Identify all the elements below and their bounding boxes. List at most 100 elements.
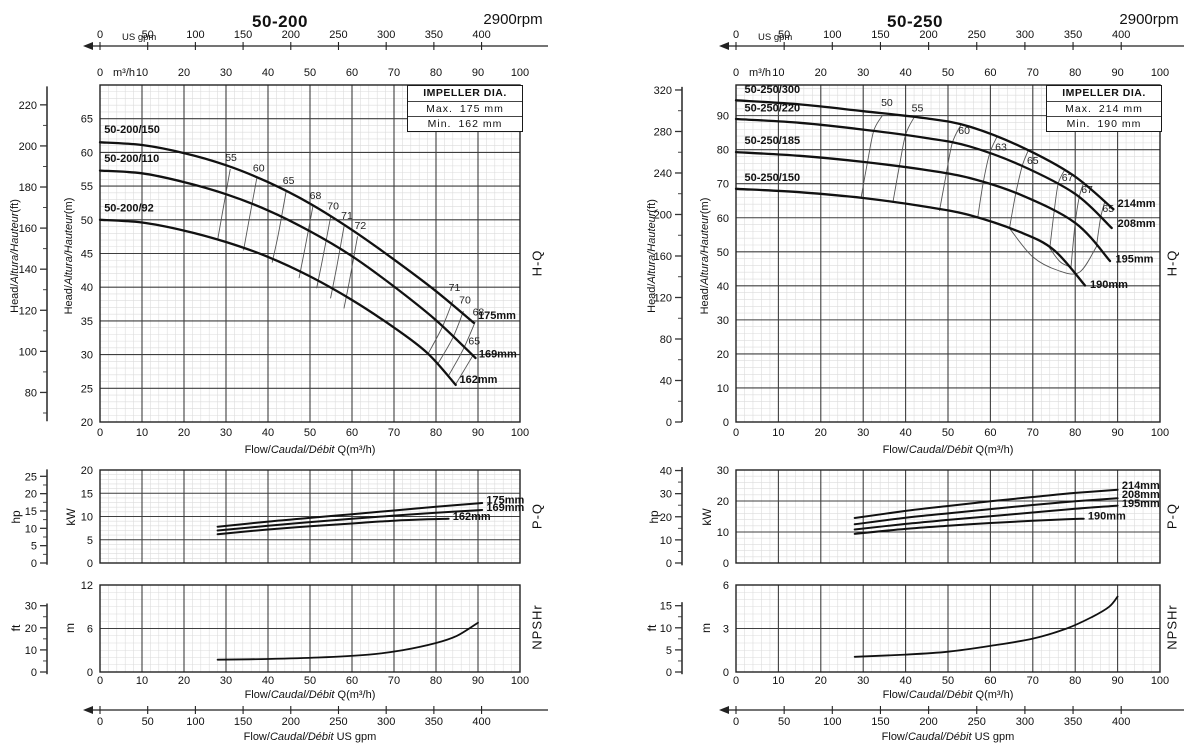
gpm-tick-label: 50	[778, 29, 790, 41]
flow-axis-label-m3h: Flow/Caudal/Débit Q(m³/h)	[882, 444, 1014, 456]
impeller-size-label: 169mm	[479, 348, 517, 360]
impeller-size-label: 162mm	[460, 374, 498, 386]
efficiency-line	[860, 115, 883, 199]
gpm-tick-label: 400	[472, 29, 490, 41]
impeller-size-label: 175mm	[486, 494, 524, 506]
y-tick-label: 20	[81, 465, 93, 477]
efficiency-line	[217, 168, 231, 241]
efficiency-line	[1049, 169, 1066, 249]
efficiency-line	[243, 178, 258, 251]
x-tick-label: 50	[304, 427, 316, 439]
side-label-npshr: NPSHr	[529, 604, 545, 650]
m3h-tick-label: 80	[1069, 67, 1081, 79]
impeller-size-label: 214mm	[1122, 480, 1160, 492]
m3h-tick-label: 30	[857, 67, 869, 79]
x-tick-label: 40	[262, 427, 274, 439]
ruler-tick-label: 5	[31, 541, 37, 553]
head-curve-name: 50-250/150	[744, 172, 800, 184]
gpm-tick-label: 400	[1112, 29, 1130, 41]
m3h-tick-label: 20	[178, 67, 190, 79]
y-tick-label: 6	[723, 580, 729, 592]
hq-ft-ruler: 0 40 80 120 160 200 240 280 320	[654, 85, 683, 429]
pq-hp-ruler: 0 10 20 30 40	[660, 466, 683, 570]
m3h-tick-label: 30	[220, 67, 232, 79]
kw-unit-label: kW	[700, 508, 714, 526]
efficiency-line	[448, 321, 476, 376]
ruler-tick-label: 20	[660, 512, 672, 524]
m3h-zero-label: 0	[97, 67, 103, 79]
x-tick-label: 40	[899, 675, 911, 687]
gpm-zero-label: 0	[97, 716, 103, 728]
x-tick-label: 80	[430, 675, 442, 687]
chart-50-250: 0 50 100 150 200 250 300 350 400 US gpm 0 m³/h 10 20 3…	[600, 0, 1200, 751]
head-curve-name: 50-250/300	[744, 84, 800, 96]
y-tick-label: 0	[723, 558, 729, 570]
m3h-tick-label: 60	[984, 67, 996, 79]
impeller-header: IMPELLER DIA.	[1047, 86, 1161, 102]
impeller-size-label: 195mm	[1115, 254, 1153, 266]
rpm-label: 2900rpm	[1119, 11, 1179, 28]
efficiency-line	[1009, 227, 1097, 275]
gpm-tick-label: 150	[871, 716, 889, 728]
flow-axis-label-gpm: Flow/Caudal/Débit US gpm	[881, 731, 1015, 743]
efficiency-label: 70	[459, 294, 471, 306]
head-curve-name: 50-250/185	[744, 135, 800, 147]
axis-arrow-icon	[719, 42, 729, 50]
m3h-tick-label: 100	[1151, 67, 1169, 79]
efficiency-label: 71	[449, 282, 461, 294]
ruler-tick-label: 25	[25, 471, 37, 483]
y-tick-label: 80	[717, 145, 729, 157]
y-tick-label: 65	[81, 114, 93, 126]
efficiency-line	[977, 136, 998, 219]
y-tick-label: 45	[81, 249, 93, 261]
npshr-curve	[216, 621, 479, 661]
power-curve	[853, 517, 1085, 535]
axis-arrow-icon	[83, 42, 93, 50]
m-unit-label: m	[699, 623, 713, 633]
y-tick-label: 35	[81, 316, 93, 328]
efficiency-line	[437, 311, 464, 364]
efficiency-label: 67	[1081, 184, 1093, 196]
x-tick-label: 50	[304, 675, 316, 687]
head-curve-name: 50-200/110	[104, 153, 159, 165]
impeller-max-row: Max. 214 mm	[1047, 102, 1161, 117]
gpm-tick-label: 100	[186, 29, 204, 41]
hp-unit-label: hp	[647, 510, 661, 524]
gpm-unit-label: US gpm	[122, 32, 156, 43]
gpm-tick-label: 400	[1112, 716, 1130, 728]
gpm-tick-label: 150	[871, 29, 889, 41]
hq-ft-ruler: 80 100 120 140 160 180 200 220	[19, 86, 48, 422]
efficiency-label: 55	[225, 152, 237, 164]
gpm-tick-label: 350	[425, 29, 443, 41]
gpm-tick-label: 50	[142, 716, 154, 728]
ruler-tick-label: 30	[25, 601, 37, 613]
efficiency-label: 71	[341, 210, 353, 222]
impeller-min-row: Min. 190 mm	[1066, 118, 1142, 130]
side-label-npshr: NPSHr	[1164, 604, 1180, 650]
y-tick-label: 25	[81, 383, 93, 395]
npshr-ft-ruler: 0 10 20 30	[25, 601, 48, 679]
gpm-tick-label: 100	[823, 29, 841, 41]
x-tick-label: 60	[984, 427, 996, 439]
side-label-pq: P-Q	[1164, 502, 1180, 530]
efficiency-label: 60	[253, 162, 265, 174]
efficiency-line	[330, 226, 345, 299]
x-tick-label: 30	[220, 427, 232, 439]
x-tick-label: 10	[136, 675, 148, 687]
pq-hp-ruler: 0 5 10 15 20 25	[25, 469, 48, 570]
y-tick-label: 10	[717, 383, 729, 395]
ruler-tick-label: 200	[654, 209, 672, 221]
efficiency-line	[1070, 182, 1085, 268]
x-tick-label: 80	[1069, 427, 1081, 439]
ruler-tick-label: 10	[25, 645, 37, 657]
x-tick-label: 70	[1027, 675, 1039, 687]
m3h-unit-label: m³/h	[749, 67, 771, 79]
x-tick-label: 90	[1111, 675, 1123, 687]
impeller-size-label: 190mm	[1088, 511, 1126, 523]
efficiency-label: 68	[473, 307, 485, 319]
m3h-tick-label: 10	[136, 67, 148, 79]
y-tick-label: 60	[717, 213, 729, 225]
npshr-curve	[853, 595, 1119, 658]
